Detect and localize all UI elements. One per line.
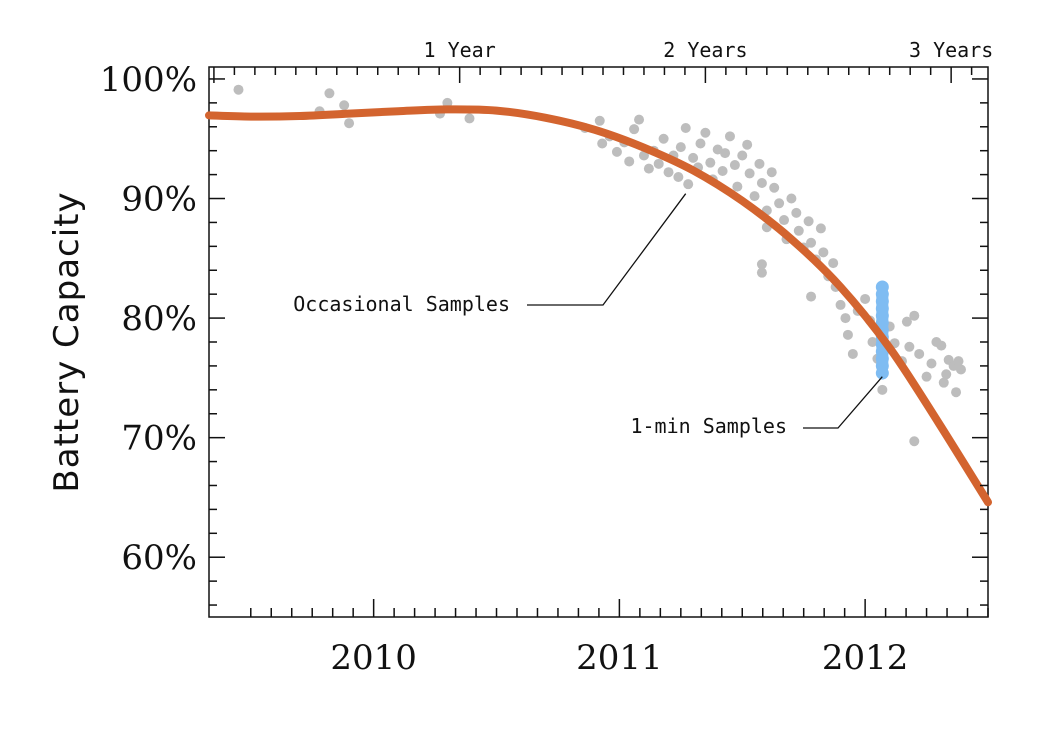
occasional-sample-point [842,329,853,340]
top-axis-label: 3 Years [909,38,993,62]
occasional-sample-point [926,358,937,369]
occasional-sample-point [806,291,817,302]
occasional-sample-point [629,124,640,135]
occasional-sample-point [793,225,804,236]
occasional-sample-point [732,181,743,192]
occasional-sample-point [688,152,699,163]
annotation-one-min-leader [803,376,883,429]
occasional-sample-point [442,97,453,108]
one-min-sample-point [875,366,889,380]
occasional-sample-point [860,293,871,304]
occasional-points [233,84,966,447]
occasional-sample-point [324,88,335,99]
occasional-sample-point [339,100,350,111]
occasional-sample-point [680,122,691,133]
y-tick-label: 90% [121,180,197,220]
occasional-sample-point [803,216,814,227]
occasional-sample-point [877,384,888,395]
occasional-sample-point [791,207,802,218]
occasional-sample-point [597,138,608,149]
occasional-sample-point [643,163,654,174]
occasional-sample-point [705,157,716,168]
occasional-sample-point [806,237,817,248]
x-tick-label: 2012 [822,638,909,678]
occasional-sample-point [754,158,765,169]
occasional-sample-point [594,115,605,126]
occasional-sample-point [815,223,826,234]
x-tick-label: 2010 [330,638,417,678]
occasional-sample-point [936,340,947,351]
occasional-sample-point [464,113,475,124]
annotation-occasional-samples: Occasional Samples [293,292,510,316]
occasional-sample-point [724,131,735,142]
occasional-sample-point [867,337,878,347]
y-axis-label: Battery Capacity [47,191,87,492]
occasional-sample-point [720,148,731,159]
occasional-sample-point [909,310,920,321]
occasional-sample-point [818,247,829,258]
occasional-sample-point [904,341,915,352]
occasional-sample-point [634,114,645,125]
occasional-sample-point [828,258,839,269]
occasional-sample-point [769,182,780,193]
capacity-fit-curve [205,105,992,507]
y-tick-label: 100% [100,60,197,100]
occasional-sample-point [951,387,962,398]
occasional-sample-point [756,259,767,270]
occasional-sample-point [774,198,785,209]
annotation-one-min-samples: 1-min Samples [630,414,787,438]
occasional-sample-point [955,364,966,375]
occasional-sample-point [847,348,858,359]
occasional-sample-point [717,166,728,177]
annotations: Occasional Samples 1-min Samples [293,193,883,438]
occasional-sample-point [779,215,790,226]
occasional-sample-point [840,313,851,324]
y-tick-label: 80% [121,299,197,339]
occasional-sample-point [786,193,797,204]
occasional-sample-point [941,369,952,380]
occasional-sample-point [663,167,674,178]
occasional-sample-point [673,172,684,182]
occasional-sample-point [658,133,669,144]
occasional-sample-point [233,84,244,95]
occasional-sample-point [700,127,711,138]
occasional-sample-point [921,371,932,382]
occasional-sample-point [901,316,912,327]
occasional-sample-point [683,179,694,190]
occasional-sample-point [742,139,753,150]
occasional-sample-point [749,191,760,202]
occasional-sample-point [729,160,740,171]
x-tick-label: 2011 [576,638,663,678]
occasional-sample-point [737,150,748,161]
fit-curve-group [205,105,992,507]
occasional-sample-point [611,146,622,157]
annotation-occasional-leader [527,193,687,306]
top-axis-label: 1 Year [424,38,496,62]
top-axis-label: 2 Years [663,38,747,62]
occasional-sample-point [675,142,686,153]
occasional-sample-point [653,158,664,169]
occasional-sample-point [766,167,777,178]
occasional-sample-point [756,177,767,188]
occasional-sample-point [914,348,925,359]
occasional-sample-point [695,138,706,149]
y-tick-label: 60% [121,538,197,578]
occasional-sample-point [953,356,964,367]
occasional-sample-point [756,267,767,278]
occasional-sample-point [744,168,755,179]
occasional-sample-point [344,118,355,129]
occasional-sample-point [835,299,846,310]
occasional-sample-point [938,377,949,388]
occasional-sample-point [909,436,920,447]
axes: 60% 70% 80% 90% 100% 2010 2011 2012 1 Year 2 Year… [100,38,993,678]
y-tick-label: 70% [121,419,197,459]
occasional-sample-point [624,156,635,167]
